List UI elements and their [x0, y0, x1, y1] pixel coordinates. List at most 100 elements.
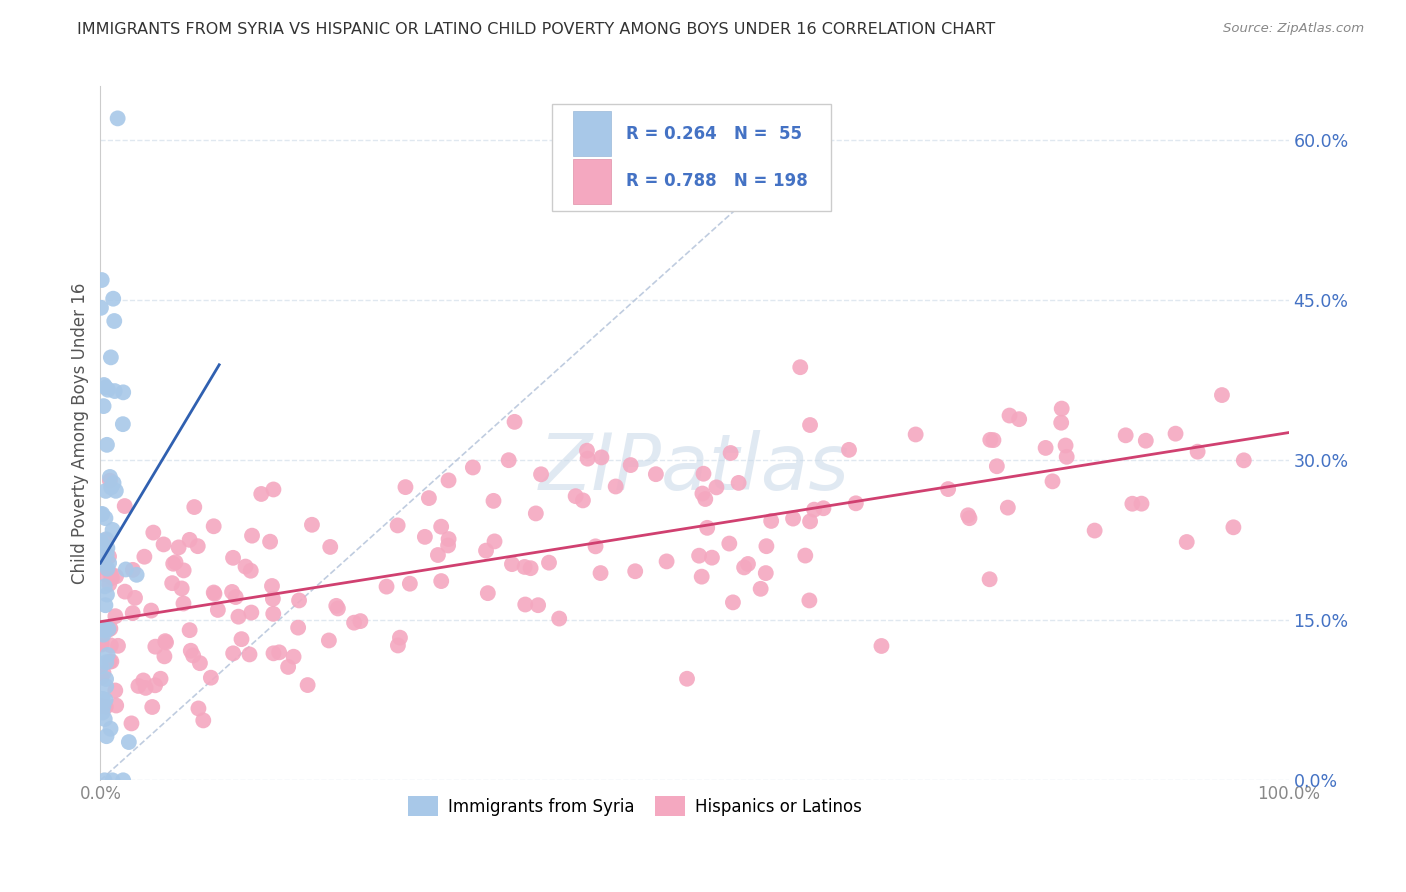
- Point: [482, 494, 505, 508]
- Point: [155, 635, 177, 649]
- Point: [94, 380, 117, 394]
- Point: [503, 415, 526, 429]
- Point: [225, 590, 247, 604]
- Point: [644, 467, 666, 482]
- Point: [287, 621, 309, 635]
- Text: Source: ZipAtlas.com: Source: ZipAtlas.com: [1223, 22, 1364, 36]
- Point: [103, 475, 125, 490]
- Point: [100, 655, 122, 669]
- Point: [288, 593, 311, 607]
- Point: [90, 637, 112, 651]
- Point: [165, 555, 187, 569]
- Point: [998, 409, 1021, 423]
- Point: [96, 679, 118, 693]
- Point: [96, 541, 118, 555]
- Point: [193, 714, 215, 728]
- Text: IMMIGRANTS FROM SYRIA VS HISPANIC OR LATINO CHILD POVERTY AMONG BOYS UNDER 16 CO: IMMIGRANTS FROM SYRIA VS HISPANIC OR LAT…: [77, 22, 995, 37]
- Point: [90, 659, 112, 673]
- Point: [153, 634, 176, 648]
- Point: [394, 480, 416, 494]
- Point: [98, 470, 121, 484]
- Point: [527, 598, 550, 612]
- Point: [114, 584, 136, 599]
- Point: [143, 640, 166, 654]
- Point: [437, 474, 460, 488]
- Point: [690, 569, 713, 583]
- Point: [94, 511, 117, 525]
- Point: [789, 360, 811, 375]
- Point: [235, 559, 257, 574]
- Point: [1121, 497, 1143, 511]
- Point: [100, 566, 122, 581]
- Point: [114, 562, 136, 576]
- Point: [152, 537, 174, 551]
- Point: [127, 679, 149, 693]
- Point: [240, 606, 263, 620]
- Point: [240, 529, 263, 543]
- Point: [1084, 524, 1107, 538]
- Point: [1211, 388, 1233, 402]
- Point: [343, 615, 366, 630]
- Point: [94, 672, 117, 686]
- Point: [515, 598, 537, 612]
- Point: [845, 496, 868, 510]
- Point: [90, 534, 112, 549]
- Point: [90, 632, 112, 647]
- Point: [98, 577, 121, 591]
- Point: [260, 579, 283, 593]
- Point: [957, 508, 980, 523]
- Point: [700, 550, 723, 565]
- Point: [204, 587, 226, 601]
- Bar: [574, 159, 612, 203]
- Point: [132, 673, 155, 688]
- Point: [262, 607, 284, 621]
- Point: [104, 483, 127, 498]
- Point: [91, 699, 114, 714]
- Point: [135, 681, 157, 695]
- Point: [100, 639, 122, 653]
- Point: [624, 564, 647, 578]
- Point: [605, 479, 627, 493]
- Point: [430, 574, 453, 588]
- Point: [695, 491, 717, 506]
- Point: [1115, 428, 1137, 442]
- Point: [576, 451, 599, 466]
- Point: [959, 511, 981, 525]
- Point: [688, 549, 710, 563]
- Point: [187, 701, 209, 715]
- Point: [326, 601, 349, 615]
- Point: [149, 672, 172, 686]
- Point: [297, 678, 319, 692]
- Point: [100, 351, 122, 365]
- Point: [430, 519, 453, 533]
- Point: [475, 543, 498, 558]
- Point: [696, 521, 718, 535]
- Point: [238, 648, 260, 662]
- Point: [655, 554, 678, 568]
- Text: ZIPatlas: ZIPatlas: [538, 430, 851, 506]
- Point: [96, 655, 118, 669]
- Point: [94, 579, 117, 593]
- Point: [803, 502, 825, 516]
- Point: [94, 483, 117, 498]
- Point: [94, 560, 117, 574]
- Point: [202, 585, 225, 599]
- Point: [96, 562, 118, 576]
- Point: [94, 693, 117, 707]
- Point: [564, 489, 586, 503]
- Point: [799, 593, 821, 607]
- Point: [207, 603, 229, 617]
- Point: [733, 560, 755, 574]
- Point: [94, 623, 117, 637]
- Point: [1164, 426, 1187, 441]
- Point: [477, 586, 499, 600]
- Point: [101, 773, 124, 788]
- Point: [100, 722, 122, 736]
- Point: [387, 518, 409, 533]
- Point: [153, 649, 176, 664]
- Point: [173, 563, 195, 577]
- Point: [1233, 453, 1256, 467]
- Point: [263, 646, 285, 660]
- Point: [325, 599, 347, 613]
- Point: [93, 399, 115, 413]
